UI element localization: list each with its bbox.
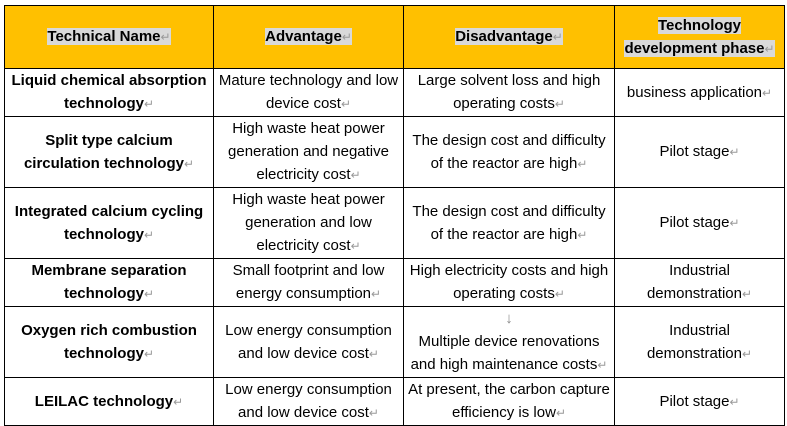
cell-text: Industrial demonstration (647, 262, 752, 302)
table-cell: The design cost and difficulty of the re… (403, 187, 615, 259)
table-cell: Low energy consumption and low device co… (213, 306, 404, 378)
table-row: Liquid chemical absorption technology Mat… (4, 68, 785, 117)
table-cell: Integrated calcium cycling technology (4, 187, 214, 259)
header-cell: Advantage (213, 5, 404, 69)
table-row: Membrane separation technology Small foot… (4, 258, 785, 307)
table-cell: LEILAC technology (4, 377, 214, 426)
cell-text: Pilot stage (659, 393, 739, 410)
header-text: Disadvantage (455, 28, 563, 45)
table-cell: Liquid chemical absorption technology (4, 68, 214, 117)
cell-text: At present, the carbon capture efficienc… (408, 381, 610, 421)
table-cell: Multiple device renovations and high mai… (403, 306, 615, 378)
cell-text: Liquid chemical absorption technology (11, 72, 206, 112)
cell-text: Low energy consumption and low device co… (225, 381, 392, 421)
cell-text: Membrane separation technology (31, 262, 186, 302)
header-text: Technical Name (47, 28, 171, 45)
cell-text: High waste heat power generation and neg… (228, 120, 389, 183)
cell-text: Mature technology and low device cost (219, 72, 398, 112)
table-cell: At present, the carbon capture efficienc… (403, 377, 615, 426)
table-cell: Industrial demonstration (614, 306, 785, 378)
table-cell: Oxygen rich combustion technology (4, 306, 214, 378)
cell-text: Low energy consumption and low device co… (225, 322, 392, 362)
table-cell: Small footprint and low energy consumpti… (213, 258, 404, 307)
header-cell: Disadvantage (403, 5, 615, 69)
header-text: Advantage (265, 28, 352, 45)
comparison-table: Technical Name Advantage Disadvantage Techn… (4, 5, 785, 426)
table-cell: Large solvent loss and high operating co… (403, 68, 615, 117)
cell-text: The design cost and difficulty of the re… (412, 203, 605, 243)
cell-text: High waste heat power generation and low… (232, 191, 385, 254)
cell-text: Industrial demonstration (647, 322, 752, 362)
table-cell: business application (614, 68, 785, 117)
table-row: Integrated calcium cycling technology Hig… (4, 187, 785, 259)
table-row: Oxygen rich combustion technology Low ene… (4, 306, 785, 378)
table-cell: Mature technology and low device cost (213, 68, 404, 117)
cell-text: Split type calcium circulation technolog… (24, 132, 194, 172)
cell-text: High electricity costs and high operatin… (410, 262, 608, 302)
table-cell: Membrane separation technology (4, 258, 214, 307)
cell-text: Oxygen rich combustion technology (21, 322, 197, 362)
cell-text: business application (627, 84, 772, 101)
cell-text: Pilot stage (659, 214, 739, 231)
cell-text: Pilot stage (659, 143, 739, 160)
cell-text: Large solvent loss and high operating co… (418, 72, 601, 112)
table-cell: Pilot stage (614, 377, 785, 426)
header-text: Technology development phase (624, 16, 775, 57)
cell-text: Integrated calcium cycling technology (15, 203, 203, 243)
table-row: LEILAC technology Low energy consumption … (4, 377, 785, 426)
cell-text: Small footprint and low energy consumpti… (233, 262, 385, 302)
cell-text: LEILAC technology (35, 393, 183, 410)
table-cell: The design cost and difficulty of the re… (403, 116, 615, 188)
table-cell: High waste heat power generation and neg… (213, 116, 404, 188)
table-cell: Pilot stage (614, 116, 785, 188)
header-cell: Technology development phase (614, 5, 785, 69)
table-cell: Split type calcium circulation technolog… (4, 116, 214, 188)
table-cell: Pilot stage (614, 187, 785, 259)
table-cell: Industrial demonstration (614, 258, 785, 307)
cell-text: The design cost and difficulty of the re… (412, 132, 605, 172)
cell-text: Multiple device renovations and high mai… (411, 333, 608, 373)
header-cell: Technical Name (4, 5, 214, 69)
table-cell: High electricity costs and high operatin… (403, 258, 615, 307)
table-row: Split type calcium circulation technolog… (4, 116, 785, 188)
table-cell: High waste heat power generation and low… (213, 187, 404, 259)
header-row: Technical Name Advantage Disadvantage Techn… (4, 5, 785, 69)
table-cell: Low energy consumption and low device co… (213, 377, 404, 426)
